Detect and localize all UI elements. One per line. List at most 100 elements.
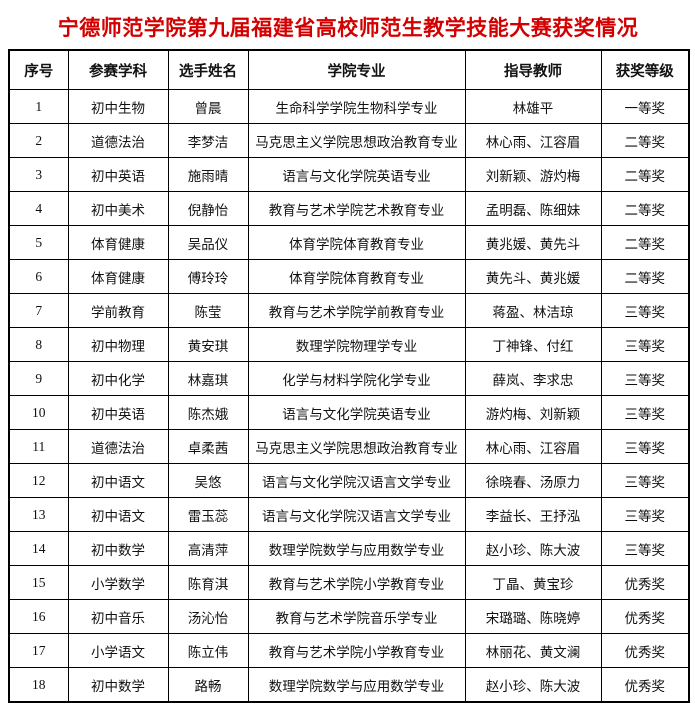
table-cell: 优秀奖 <box>600 633 690 668</box>
table-cell: 初中数学 <box>67 667 169 703</box>
table-row: 9 初中化学 林嘉琪 化学与材料学院化学专业 薛岚、李求忠 三等奖 <box>8 361 690 396</box>
table-cell: 刘新颖、游灼梅 <box>464 157 602 192</box>
table-cell: 汤沁怡 <box>167 599 249 634</box>
table-cell: 3 <box>8 157 69 192</box>
table-cell: 教育与艺术学院艺术教育专业 <box>247 191 466 226</box>
table-cell: 一等奖 <box>600 89 690 124</box>
table-cell: 优秀奖 <box>600 599 690 634</box>
table-cell: 赵小珍、陈大波 <box>464 667 602 703</box>
table-cell: 11 <box>8 429 69 464</box>
table-cell: 教育与艺术学院小学教育专业 <box>247 565 466 600</box>
table-row: 12 初中语文 吴悠 语言与文化学院汉语言文学专业 徐晓春、汤原力 三等奖 <box>8 463 690 498</box>
table-cell: 化学与材料学院化学专业 <box>247 361 466 396</box>
table-cell: 傅玲玲 <box>167 259 249 294</box>
table-cell: 9 <box>8 361 69 396</box>
table-cell: 2 <box>8 123 69 158</box>
table-cell: 吴悠 <box>167 463 249 498</box>
table-cell: 语言与文化学院英语专业 <box>247 157 466 192</box>
table-row: 6 体育健康 傅玲玲 体育学院体育教育专业 黄先斗、黄兆媛 二等奖 <box>8 259 690 294</box>
table-cell: 蒋盈、林洁琼 <box>464 293 602 328</box>
table-cell: 16 <box>8 599 69 634</box>
table-cell: 语言与文化学院汉语言文学专业 <box>247 497 466 532</box>
table-row: 16 初中音乐 汤沁怡 教育与艺术学院音乐学专业 宋璐璐、陈晓婷 优秀奖 <box>8 599 690 634</box>
table-cell: 7 <box>8 293 69 328</box>
table-cell: 初中化学 <box>67 361 169 396</box>
table-cell: 体育学院体育教育专业 <box>247 259 466 294</box>
table-cell: 4 <box>8 191 69 226</box>
column-header: 序号 <box>8 49 69 90</box>
table-cell: 数理学院数学与应用数学专业 <box>247 531 466 566</box>
table-cell: 三等奖 <box>600 293 690 328</box>
table-cell: 道德法治 <box>67 123 169 158</box>
table-cell: 初中音乐 <box>67 599 169 634</box>
table-cell: 学前教育 <box>67 293 169 328</box>
table-cell: 体育健康 <box>67 259 169 294</box>
table-cell: 二等奖 <box>600 259 690 294</box>
table-header-row: 序号 参赛学科 选手姓名 学院专业 指导教师 获奖等级 <box>8 49 690 90</box>
table-cell: 林心雨、江容眉 <box>464 429 602 464</box>
table-row: 1 初中生物 曾晨 生命科学学院生物科学专业 林雄平 一等奖 <box>8 89 690 124</box>
table-cell: 6 <box>8 259 69 294</box>
table-cell: 数理学院物理学专业 <box>247 327 466 362</box>
table-cell: 高清萍 <box>167 531 249 566</box>
table-cell: 优秀奖 <box>600 667 690 703</box>
table-cell: 三等奖 <box>600 361 690 396</box>
table-cell: 李梦洁 <box>167 123 249 158</box>
table-cell: 初中美术 <box>67 191 169 226</box>
table-cell: 10 <box>8 395 69 430</box>
table-cell: 雷玉蕊 <box>167 497 249 532</box>
table-cell: 14 <box>8 531 69 566</box>
table-cell: 生命科学学院生物科学专业 <box>247 89 466 124</box>
table-cell: 吴品仪 <box>167 225 249 260</box>
table-cell: 宋璐璐、陈晓婷 <box>464 599 602 634</box>
table-cell: 黄安琪 <box>167 327 249 362</box>
awards-table: 序号 参赛学科 选手姓名 学院专业 指导教师 获奖等级 1 初中生物 曾晨 生命科学学院生物科学… <box>8 49 690 703</box>
table-cell: 体育健康 <box>67 225 169 260</box>
table-cell: 1 <box>8 89 69 124</box>
table-cell: 初中物理 <box>67 327 169 362</box>
table-cell: 5 <box>8 225 69 260</box>
table-row: 4 初中美术 倪静怡 教育与艺术学院艺术教育专业 孟明磊、陈细妹 二等奖 <box>8 191 690 226</box>
table-body: 1 初中生物 曾晨 生命科学学院生物科学专业 林雄平 一等奖 2 道德法治 李梦洁 马克思主义学院… <box>8 89 690 703</box>
table-row: 7 学前教育 陈莹 教育与艺术学院学前教育专业 蒋盈、林洁琼 三等奖 <box>8 293 690 328</box>
column-header: 学院专业 <box>247 49 466 90</box>
table-cell: 初中语文 <box>67 497 169 532</box>
table-cell: 优秀奖 <box>600 565 690 600</box>
table-cell: 陈立伟 <box>167 633 249 668</box>
table-row: 18 初中数学 路畅 数理学院数学与应用数学专业 赵小珍、陈大波 优秀奖 <box>8 667 690 703</box>
table-cell: 三等奖 <box>600 531 690 566</box>
table-head: 序号 参赛学科 选手姓名 学院专业 指导教师 获奖等级 <box>8 49 690 90</box>
table-cell: 卓柔茜 <box>167 429 249 464</box>
table-cell: 三等奖 <box>600 429 690 464</box>
table-row: 11 道德法治 卓柔茜 马克思主义学院思想政治教育专业 林心雨、江容眉 三等奖 <box>8 429 690 464</box>
table-cell: 林嘉琪 <box>167 361 249 396</box>
table-cell: 二等奖 <box>600 225 690 260</box>
table-cell: 二等奖 <box>600 157 690 192</box>
table-row: 5 体育健康 吴品仪 体育学院体育教育专业 黄兆媛、黄先斗 二等奖 <box>8 225 690 260</box>
table-row: 17 小学语文 陈立伟 教育与艺术学院小学教育专业 林丽花、黄文澜 优秀奖 <box>8 633 690 668</box>
table-cell: 三等奖 <box>600 463 690 498</box>
table-cell: 小学语文 <box>67 633 169 668</box>
table-cell: 道德法治 <box>67 429 169 464</box>
column-header: 选手姓名 <box>167 49 249 90</box>
table-cell: 孟明磊、陈细妹 <box>464 191 602 226</box>
table-cell: 语言与文化学院汉语言文学专业 <box>247 463 466 498</box>
table-cell: 马克思主义学院思想政治教育专业 <box>247 123 466 158</box>
table-cell: 施雨晴 <box>167 157 249 192</box>
page-title: 宁德师范学院第九届福建省高校师范生教学技能大赛获奖情况 <box>57 16 639 40</box>
table-cell: 丁神锋、付红 <box>464 327 602 362</box>
table-cell: 倪静怡 <box>167 191 249 226</box>
table-cell: 小学数学 <box>67 565 169 600</box>
table-cell: 初中数学 <box>67 531 169 566</box>
table-cell: 8 <box>8 327 69 362</box>
table-cell: 三等奖 <box>600 327 690 362</box>
table-row: 8 初中物理 黄安琪 数理学院物理学专业 丁神锋、付红 三等奖 <box>8 327 690 362</box>
table-cell: 陈杰娥 <box>167 395 249 430</box>
table-cell: 语言与文化学院英语专业 <box>247 395 466 430</box>
table-cell: 12 <box>8 463 69 498</box>
table-cell: 薛岚、李求忠 <box>464 361 602 396</box>
table-row: 3 初中英语 施雨晴 语言与文化学院英语专业 刘新颖、游灼梅 二等奖 <box>8 157 690 192</box>
table-cell: 数理学院数学与应用数学专业 <box>247 667 466 703</box>
table-cell: 二等奖 <box>600 191 690 226</box>
